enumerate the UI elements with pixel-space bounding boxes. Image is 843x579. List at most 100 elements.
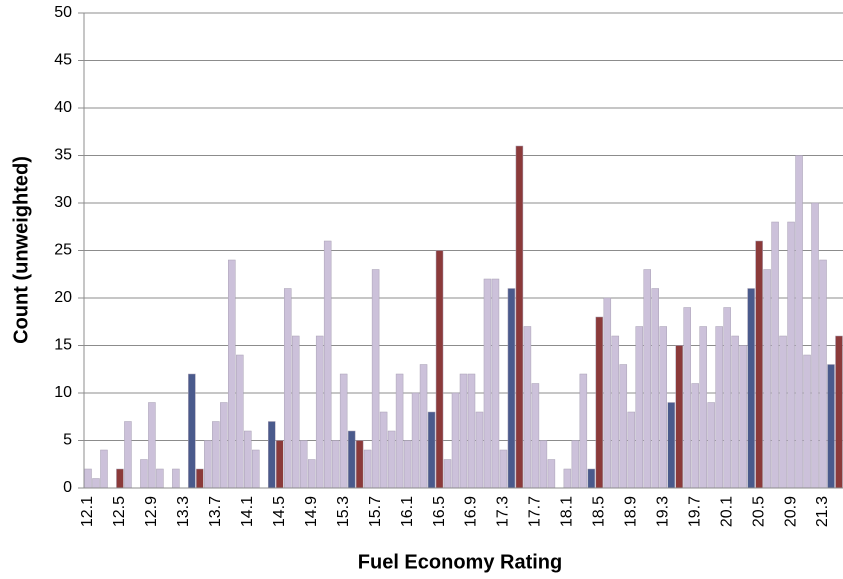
bar <box>491 278 500 489</box>
bar <box>723 307 731 489</box>
bar <box>347 430 356 489</box>
bar <box>236 354 244 489</box>
bar <box>563 468 572 489</box>
bar <box>371 269 380 489</box>
bar <box>379 411 388 489</box>
x-tick-label: 20.5 <box>750 496 767 527</box>
x-tick-label: 17.7 <box>527 496 544 527</box>
bar <box>795 155 803 489</box>
bar <box>459 373 468 489</box>
x-tick-label: 12.5 <box>111 496 128 527</box>
bar <box>571 440 580 489</box>
x-tick-label: 18.5 <box>591 496 608 527</box>
bar <box>659 326 667 489</box>
bar <box>819 259 827 489</box>
bar <box>148 402 156 489</box>
bar <box>339 373 348 489</box>
bar <box>675 345 683 489</box>
x-tick-label: 12.9 <box>143 496 160 527</box>
bar <box>475 411 484 489</box>
bar <box>827 364 835 489</box>
bar <box>611 335 620 489</box>
bar <box>443 459 452 489</box>
bar <box>363 449 372 489</box>
bar <box>731 335 739 489</box>
bar <box>92 478 100 489</box>
bar <box>803 354 811 489</box>
bar <box>763 269 771 489</box>
bar <box>307 459 316 489</box>
x-tick-label: 18.1 <box>559 496 576 527</box>
bar <box>523 326 532 489</box>
bar <box>427 411 436 489</box>
bar <box>531 383 540 489</box>
bar <box>715 326 723 489</box>
bar <box>539 440 548 489</box>
bar <box>116 468 124 489</box>
bar <box>212 421 220 489</box>
y-tick-label: 30 <box>54 194 72 211</box>
bar <box>499 449 508 489</box>
bar <box>204 440 212 489</box>
bar <box>691 383 699 489</box>
bar <box>771 221 779 489</box>
bar <box>835 335 843 489</box>
x-tick-label: 21.3 <box>814 496 831 527</box>
x-tick-label: 19.3 <box>654 496 671 527</box>
bar <box>627 411 636 489</box>
bar <box>411 392 420 489</box>
bar <box>451 392 460 489</box>
x-tick-label: 17.3 <box>495 496 512 527</box>
bar <box>156 468 164 489</box>
x-tick-label: 12.1 <box>79 496 96 527</box>
bar <box>811 202 819 489</box>
bar <box>643 269 652 489</box>
bar <box>651 288 659 489</box>
y-tick-label: 50 <box>54 4 72 21</box>
bar <box>739 345 747 489</box>
x-tick-label: 14.9 <box>303 496 320 527</box>
x-tick-label: 16.1 <box>399 496 416 527</box>
bar <box>220 402 228 489</box>
bar <box>291 335 300 489</box>
bar <box>787 221 795 489</box>
bar <box>387 430 396 489</box>
bar <box>707 402 715 489</box>
x-tick-label: 15.3 <box>335 496 352 527</box>
y-tick-label: 5 <box>63 432 72 449</box>
bar <box>172 468 180 489</box>
x-tick-label: 14.1 <box>239 496 256 527</box>
bar <box>507 288 516 489</box>
bar <box>419 364 428 489</box>
x-tick-label: 20.9 <box>782 496 799 527</box>
bar <box>635 326 644 489</box>
bar <box>299 440 308 489</box>
y-tick-label: 35 <box>54 147 72 164</box>
bar <box>124 421 132 489</box>
bar <box>84 468 92 489</box>
bar <box>188 373 196 489</box>
bar <box>252 449 260 489</box>
bar <box>140 459 148 489</box>
bar <box>100 449 108 489</box>
y-tick-label: 0 <box>63 479 72 496</box>
bar <box>283 288 292 489</box>
bar <box>683 307 691 489</box>
bar <box>547 459 556 489</box>
x-tick-label: 13.3 <box>175 496 192 527</box>
y-tick-label: 20 <box>54 289 72 306</box>
bar <box>196 468 204 489</box>
x-axis-title: Fuel Economy Rating <box>358 551 562 573</box>
bar <box>619 364 628 489</box>
x-tick-label: 13.7 <box>207 496 224 527</box>
bar <box>395 373 404 489</box>
x-tick-label: 16.5 <box>431 496 448 527</box>
bar <box>228 259 236 489</box>
bar <box>355 440 364 489</box>
bar <box>779 335 787 489</box>
x-tick-label: 20.1 <box>718 496 735 527</box>
bar <box>579 373 588 489</box>
bar <box>595 316 604 489</box>
bar <box>467 373 476 489</box>
